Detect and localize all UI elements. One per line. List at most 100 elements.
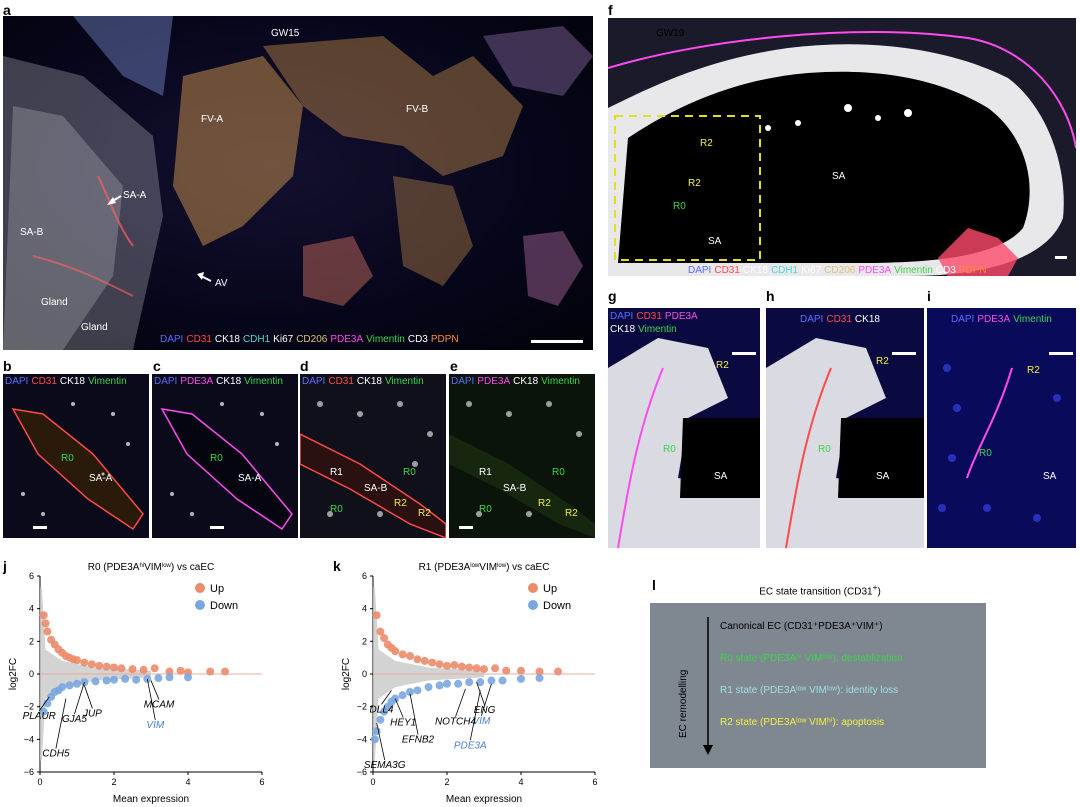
point-up bbox=[413, 655, 422, 664]
point-up bbox=[176, 666, 185, 675]
point-up bbox=[73, 656, 81, 665]
label-sa-a: SA-A bbox=[123, 190, 147, 201]
x-tick-label: 2 bbox=[444, 777, 449, 787]
tissue-shapes-a bbox=[3, 16, 593, 350]
gene-leader bbox=[469, 690, 481, 741]
legend-item-cd31: CD31 bbox=[714, 265, 740, 276]
label-sa-h: SA bbox=[876, 471, 890, 482]
point-up bbox=[95, 661, 104, 670]
tissue-i bbox=[938, 364, 1061, 522]
legend-item-vimentin: Vimentin bbox=[384, 376, 424, 387]
label-r2a-f: R2 bbox=[700, 138, 713, 149]
panel-label-f: f bbox=[608, 2, 613, 18]
legend-item-ck18: CK18 bbox=[59, 376, 85, 387]
legend-item-cd3: CD3 bbox=[407, 334, 428, 345]
title-part: R1 (PDE3A bbox=[419, 562, 471, 573]
vessel-e bbox=[449, 401, 595, 538]
point-down bbox=[80, 678, 89, 687]
legend-item-dapi: DAPI bbox=[451, 376, 475, 387]
point-up bbox=[406, 652, 414, 661]
l-state-3: R2 state (PDE3Aˡᵒʷ VIMʰⁱ): apoptosis bbox=[720, 717, 885, 728]
legend-item-dapi: DAPI bbox=[5, 376, 29, 387]
l-title: EC state transition (CD31+) bbox=[650, 582, 990, 597]
l-title-end: ) bbox=[877, 586, 881, 598]
x-axis-label: Mean expression bbox=[113, 794, 189, 805]
legend-item-pde3a: PDE3A bbox=[664, 311, 698, 322]
point-up bbox=[43, 627, 52, 636]
point-down bbox=[102, 676, 111, 685]
point-down bbox=[406, 687, 414, 696]
y-tick-label: −2 bbox=[357, 702, 367, 712]
gene-leader bbox=[376, 722, 386, 761]
gene-leader bbox=[55, 698, 67, 749]
label-r0b-e: R0 bbox=[479, 504, 492, 515]
legend-label: Down bbox=[543, 600, 571, 612]
tissue-f bbox=[608, 18, 1076, 276]
x-tick-label: 0 bbox=[370, 777, 375, 787]
legend-item-cd206: CD206 bbox=[296, 334, 328, 345]
legend-f: DAPI CD31 CK18 CDH1 Ki67 CD206 PDE3A Vimentin CD… bbox=[688, 265, 990, 276]
point-up bbox=[457, 662, 466, 671]
gene-leader bbox=[38, 696, 50, 712]
gene-label: ENG bbox=[474, 705, 496, 716]
legend-item-dapi: DAPI bbox=[154, 376, 178, 387]
point-up bbox=[398, 650, 407, 659]
legend-item-ck18: CK18 bbox=[356, 376, 382, 387]
y-tick-label: 0 bbox=[362, 669, 367, 679]
chart-title: R0 (PDE3AhiVIMlow) vs caEC bbox=[88, 562, 215, 573]
panel-label-b: b bbox=[3, 358, 12, 374]
point-down bbox=[370, 735, 379, 744]
label-sa-g: SA bbox=[714, 471, 728, 482]
label-r0-b: R0 bbox=[61, 453, 74, 464]
panel-label-j: j bbox=[3, 558, 7, 574]
legend-label: Up bbox=[210, 583, 224, 595]
point-up bbox=[117, 664, 126, 673]
legend-marker bbox=[195, 583, 205, 593]
label-r0-g: R0 bbox=[663, 444, 676, 455]
y-axis-label: log2FC bbox=[8, 658, 19, 690]
legend-item-pdpn: PDPN bbox=[958, 265, 987, 276]
point-up bbox=[465, 663, 474, 672]
l-arrow-icon bbox=[703, 617, 713, 755]
legend-i: DAPI PDE3A Vimentin bbox=[951, 314, 1055, 325]
gene-label: HEY1 bbox=[390, 718, 416, 729]
legend-label: Down bbox=[210, 600, 238, 612]
label-sa-c: SA-A bbox=[238, 473, 262, 484]
label-sa2-f: SA bbox=[708, 236, 722, 247]
point-down bbox=[498, 676, 507, 685]
micrograph-f: GW19 SA SA R2 R2 R0 DAPI CD31 CK18 CDH1 Ki67… bbox=[608, 18, 1076, 276]
gene-label: PDE3A bbox=[454, 740, 487, 751]
point-up bbox=[41, 619, 50, 628]
point-up bbox=[491, 664, 500, 673]
title-part: R0 (PDE3A bbox=[88, 562, 140, 573]
gene-leader bbox=[394, 698, 404, 718]
label-r0-h: R0 bbox=[818, 444, 831, 455]
label-r0b-d: R0 bbox=[330, 504, 343, 515]
legend-item-pde3a: PDE3A bbox=[330, 334, 364, 345]
label-r0-c: R0 bbox=[210, 453, 223, 464]
x-tick-label: 0 bbox=[37, 777, 42, 787]
point-down bbox=[517, 674, 525, 683]
gene-label: DLL4 bbox=[370, 704, 394, 715]
x-tick-label: 6 bbox=[259, 777, 264, 787]
panel-label-g: g bbox=[608, 288, 617, 304]
panel-label-d: d bbox=[300, 358, 309, 374]
micrograph-c: DAPI PDE3A CK18 Vimentin R0 SA-A bbox=[152, 374, 298, 538]
micrograph-d: DAPI CD31 CK18 Vimentin R1 R0 SA-B R0 R2 R2 bbox=[300, 374, 446, 538]
label-sa-b-panel: SA-A bbox=[89, 473, 113, 484]
label-sa-i: SA bbox=[1043, 471, 1057, 482]
point-up bbox=[150, 664, 159, 673]
point-down bbox=[424, 683, 433, 692]
point-down bbox=[58, 683, 67, 692]
legend-item-cd31: CD31 bbox=[636, 311, 662, 322]
point-down bbox=[73, 679, 81, 688]
title-sup: low bbox=[162, 563, 172, 569]
legend-item-dapi: DAPI bbox=[302, 376, 326, 387]
label-r0a-d: R0 bbox=[403, 467, 416, 478]
legend-item-ck18: CK18 bbox=[513, 376, 539, 387]
point-down bbox=[487, 676, 496, 685]
point-down bbox=[43, 699, 52, 708]
legend-item-pde3a: PDE3A bbox=[977, 314, 1011, 325]
legend-item-ki67: Ki67 bbox=[273, 334, 294, 345]
gene-label: NOTCH4 bbox=[435, 717, 477, 728]
